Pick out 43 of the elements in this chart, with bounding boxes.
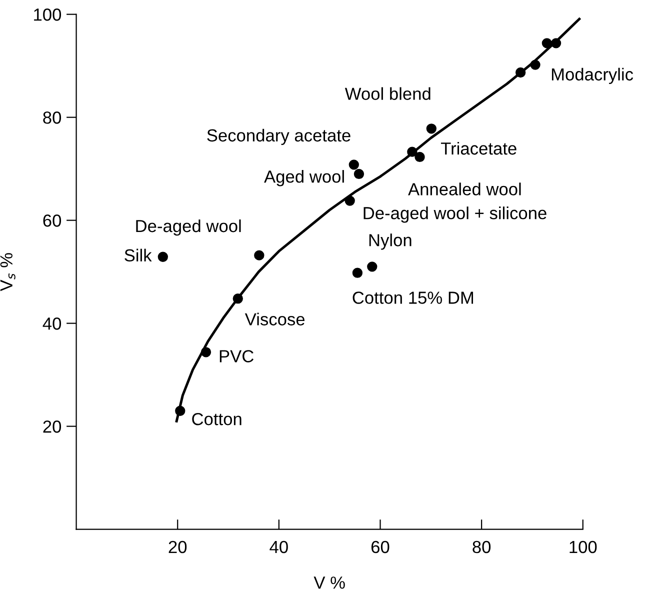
point bbox=[542, 38, 552, 48]
point bbox=[367, 262, 378, 272]
point bbox=[414, 152, 425, 162]
annotation: Nylon bbox=[369, 234, 412, 250]
x-axis-title: V % bbox=[314, 576, 345, 589]
point bbox=[407, 146, 418, 157]
point bbox=[200, 347, 212, 358]
y-tick-label: 40 bbox=[42, 317, 62, 330]
point bbox=[426, 124, 436, 134]
x-tick-label: 80 bbox=[472, 540, 491, 554]
y-tick-label: 100 bbox=[34, 8, 62, 21]
annotation: De-aged wool bbox=[136, 219, 241, 236]
point bbox=[344, 196, 355, 206]
y-tick-label: 60 bbox=[43, 214, 62, 227]
annotation: Secondary acetate bbox=[207, 128, 350, 146]
point bbox=[232, 294, 243, 304]
annotation: Viscose bbox=[244, 312, 305, 326]
x-tick-label: 60 bbox=[371, 540, 390, 554]
point bbox=[515, 67, 526, 78]
point bbox=[348, 160, 359, 170]
point bbox=[530, 60, 540, 70]
annotation: Annealed wool bbox=[408, 182, 521, 196]
y-axis-title: V$_{s}$ % bbox=[0, 253, 16, 292]
annotation: Cotton bbox=[192, 412, 242, 426]
point bbox=[352, 268, 363, 278]
annotation: Cotton 15% DM bbox=[352, 292, 474, 304]
annotation: PVC bbox=[220, 350, 254, 362]
annotation: De-aged wool + silicone bbox=[364, 206, 546, 223]
point bbox=[550, 38, 562, 48]
x-tick-label: 40 bbox=[270, 540, 288, 554]
y-tick-label: 80 bbox=[43, 111, 62, 124]
point bbox=[175, 406, 186, 416]
point bbox=[254, 250, 264, 260]
annotation: Wool blend bbox=[344, 87, 430, 100]
annotation: Triacetate bbox=[440, 142, 516, 155]
annotation: Modacrylic bbox=[552, 68, 634, 84]
y-tick-label: 20 bbox=[43, 420, 62, 433]
point bbox=[354, 168, 364, 180]
annotation: Aged wool bbox=[264, 170, 344, 186]
x-tick-label: 100 bbox=[570, 540, 597, 554]
point bbox=[158, 252, 168, 262]
x-tick-label: 20 bbox=[168, 540, 187, 554]
annotation: Silk bbox=[124, 248, 152, 262]
